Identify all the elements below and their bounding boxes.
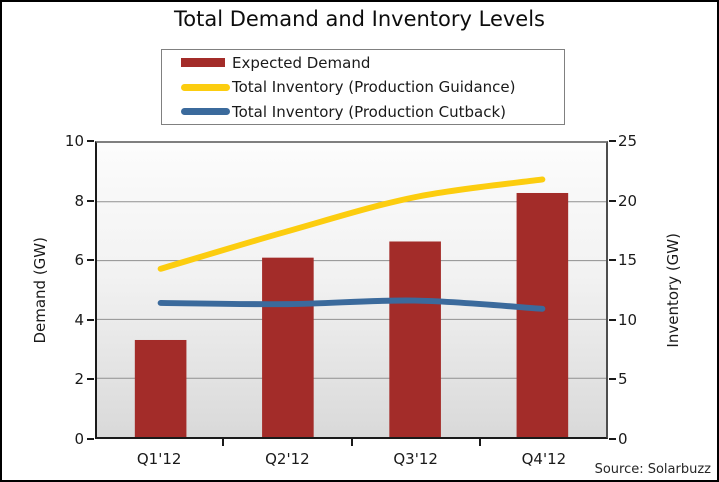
x-axis-label-Q2'12: Q2'12 [265, 450, 310, 468]
right-axis-tick-mark [609, 199, 616, 202]
right-axis-tick-mark [609, 378, 616, 381]
chart-canvas [97, 176, 606, 437]
right-axis-title: Inventory (GW) [657, 141, 689, 439]
legend: Expected Demand Total Inventory (Product… [161, 49, 565, 125]
plot-area [95, 141, 608, 439]
legend-swatch-wrap [181, 83, 230, 91]
legend-item-production-cutback: Total Inventory (Production Cutback) [181, 100, 564, 124]
left-axis-tick-mark [87, 438, 94, 440]
left-axis-tick-mark [87, 140, 94, 142]
right-axis-tick-label: 5 [618, 370, 628, 389]
line-swatch-icon [181, 83, 230, 91]
bar-swatch-icon [181, 58, 225, 67]
legend-item-production-guidance: Total Inventory (Production Guidance) [181, 75, 564, 99]
left-axis-tick-mark [87, 259, 94, 262]
legend-label-production-guidance: Total Inventory (Production Guidance) [232, 78, 516, 96]
legend-swatch-wrap [181, 108, 230, 115]
x-axis-tick-mark [222, 439, 225, 446]
right-axis-tick-label: 25 [618, 132, 638, 150]
inventory-line [157, 297, 546, 312]
left-axis-tick-label: 6 [74, 251, 84, 270]
line-swatch-icon [181, 108, 230, 115]
left-axis-tick-mark [87, 199, 94, 202]
right-axis-tick-mark [609, 438, 616, 440]
source-caption: Source: Solarbuzz [594, 462, 711, 477]
left-axis-tick-mark [87, 318, 94, 321]
right-axis-tick-label: 10 [618, 310, 638, 329]
right-axis-tick-mark [609, 318, 616, 321]
left-axis-tick-mark [87, 378, 94, 381]
right-axis-tick-mark [609, 140, 616, 142]
legend-item-expected-demand: Expected Demand [181, 51, 564, 75]
right-axis-tick-label: 15 [618, 251, 638, 270]
right-axis-title-text: Inventory (GW) [664, 232, 682, 348]
left-axis-tick-label: 4 [74, 310, 84, 329]
demand-bar-Q4'12 [516, 192, 569, 437]
chart-title: Total Demand and Inventory Levels [174, 7, 545, 31]
demand-bar-Q1'12 [134, 339, 187, 437]
demand-bar-Q3'12 [389, 241, 441, 437]
x-axis-tick-mark [478, 439, 481, 446]
right-axis-tick-label: 0 [618, 430, 628, 448]
inventory-line [157, 176, 546, 272]
legend-label-expected-demand: Expected Demand [232, 53, 371, 72]
x-axis-label-Q3'12: Q3'12 [393, 450, 438, 468]
right-axis-tick-mark [609, 259, 616, 262]
legend-label-production-cutback: Total Inventory (Production Cutback) [232, 102, 506, 121]
legend-swatch-wrap [181, 58, 230, 67]
x-axis-tick-mark [350, 439, 353, 446]
left-axis-tick-label: 2 [74, 370, 84, 389]
demand-bar-Q2'12 [262, 257, 314, 437]
left-axis-title: Demand (GW) [24, 141, 56, 439]
right-axis-tick-label: 20 [618, 191, 638, 210]
x-axis-label-Q1'12: Q1'12 [136, 450, 182, 468]
left-axis-tick-label: 10 [64, 132, 84, 150]
x-axis-label-Q4'12: Q4'12 [521, 450, 567, 468]
left-axis-tick-label: 0 [74, 430, 84, 448]
left-axis-tick-label: 8 [74, 191, 84, 210]
